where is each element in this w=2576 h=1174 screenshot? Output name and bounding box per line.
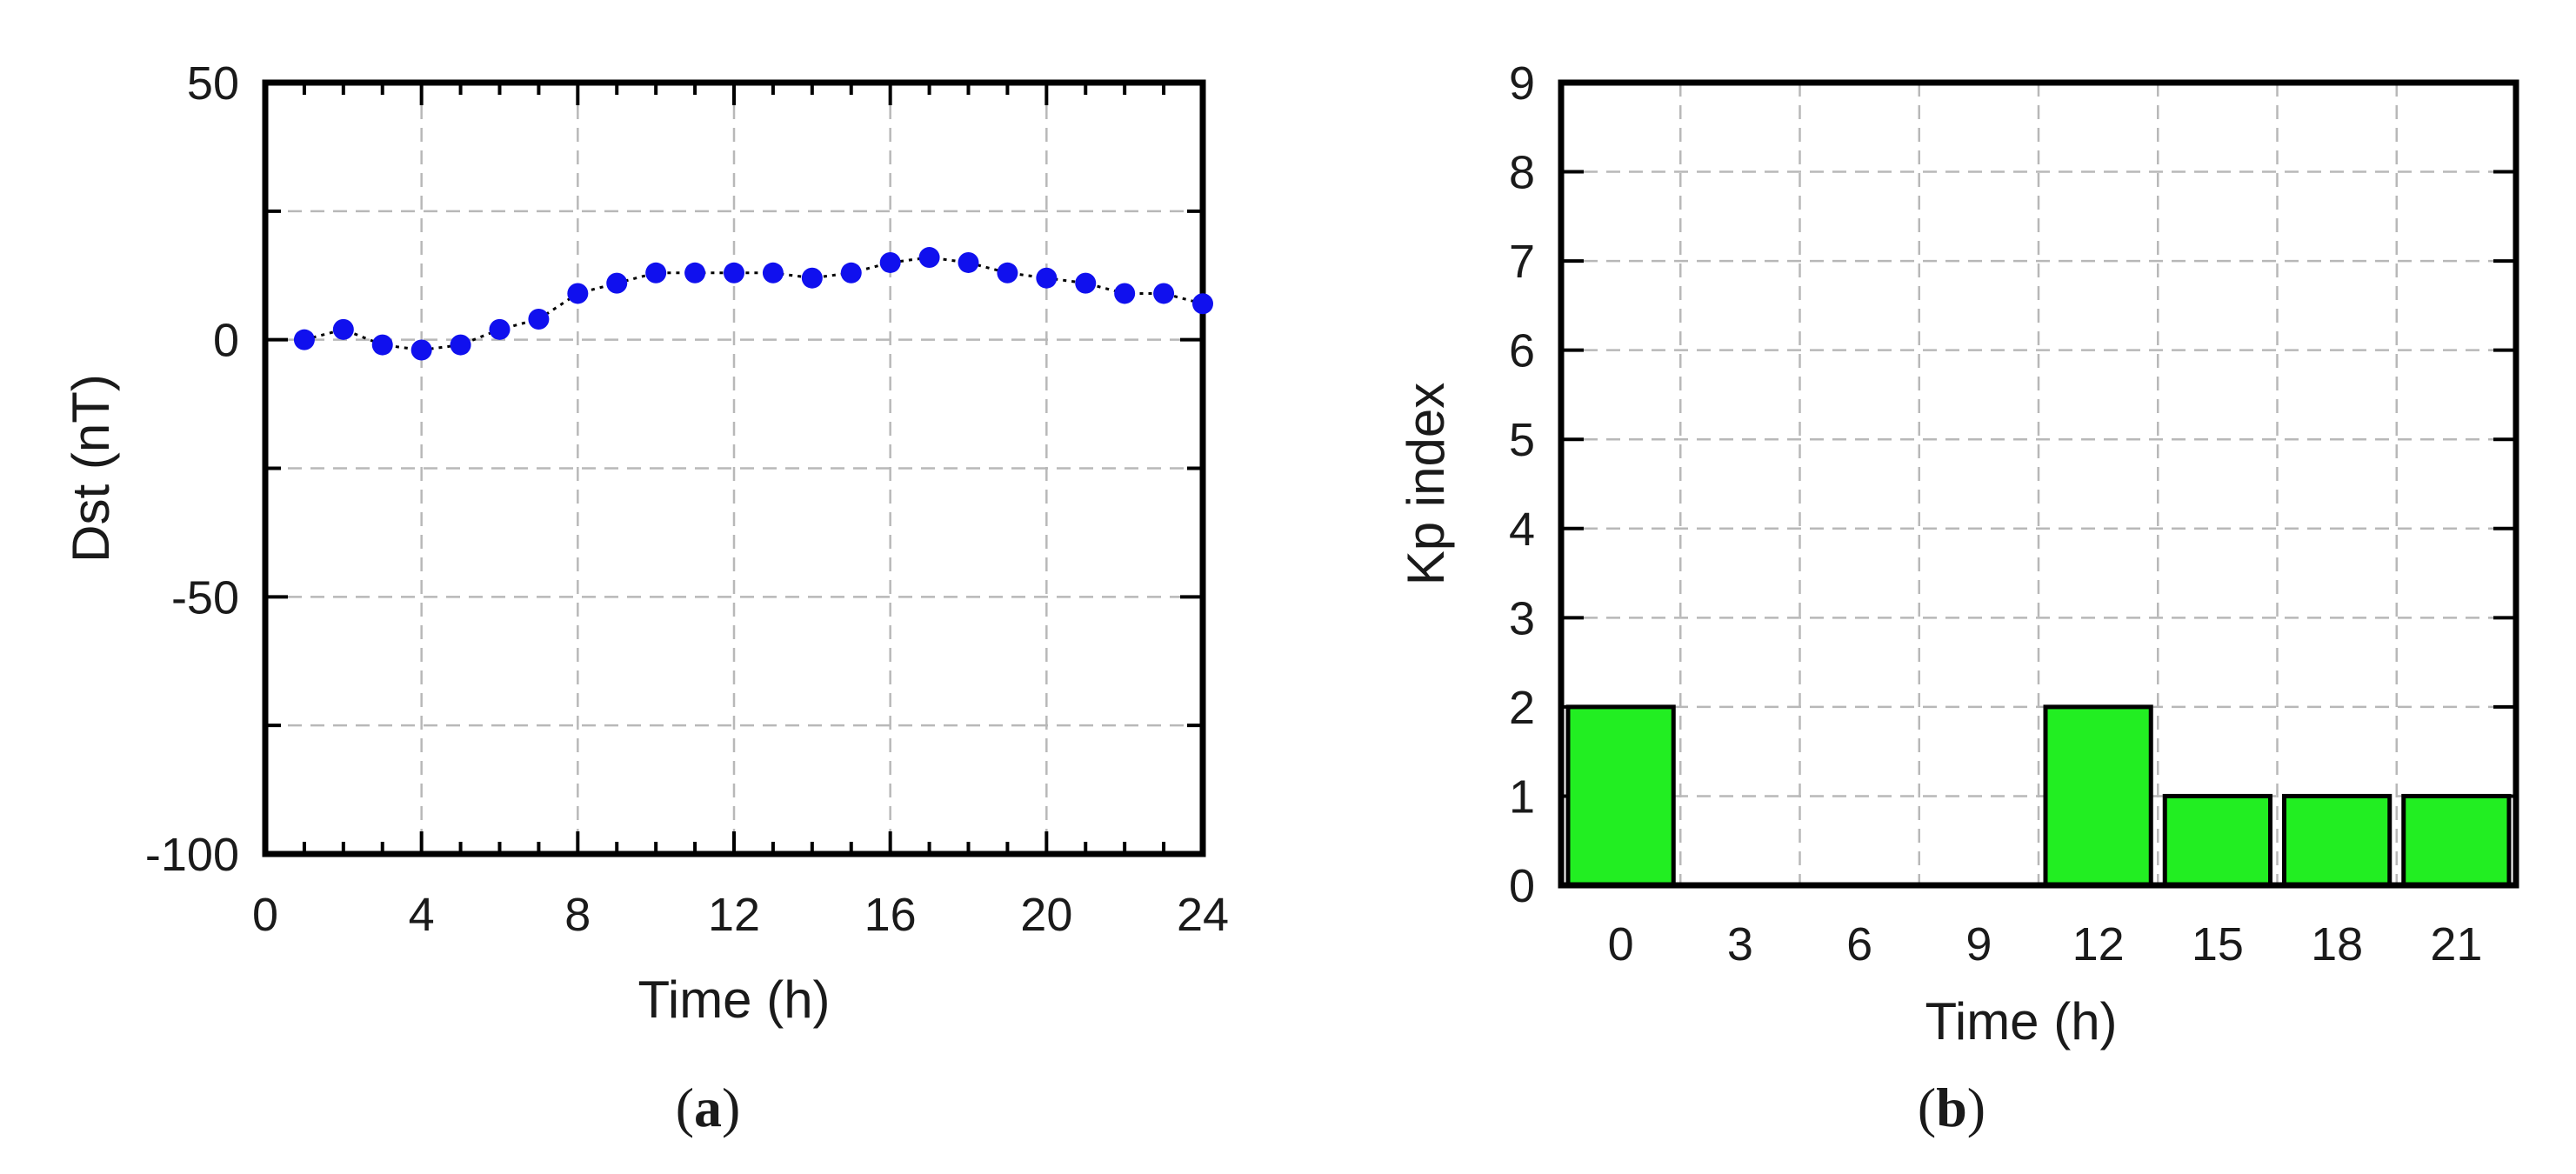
kp-y-tick-label: 2 <box>1509 682 1535 734</box>
kp-y-tick-label: 9 <box>1509 57 1535 110</box>
dst-y-tick-label: -100 <box>145 829 239 881</box>
kp-y-axis-label: Kp index <box>1397 383 1455 586</box>
kp-x-axis-label: Time (h) <box>1925 992 2117 1051</box>
dst-y-tick-labels: 50 0 -50 -100 <box>145 57 239 881</box>
kp-bar <box>2282 793 2392 888</box>
dst-point <box>528 309 550 330</box>
dst-point <box>606 272 628 294</box>
dst-point <box>410 339 432 361</box>
kp-x-tick-label: 15 <box>2192 918 2244 971</box>
kp-y-tick-label: 5 <box>1509 414 1535 466</box>
kp-y-tick-label: 1 <box>1509 770 1535 823</box>
kp-y-tick-label: 6 <box>1509 325 1535 377</box>
dst-y-tick-label: 0 <box>213 315 239 367</box>
kp-bar <box>2043 704 2153 888</box>
dst-point <box>762 262 784 283</box>
dst-point <box>1192 293 1213 315</box>
dst-point <box>293 329 315 350</box>
dst-y-tick-label: 50 <box>187 57 239 110</box>
kp-x-tick-label: 9 <box>1965 918 1992 971</box>
dst-point <box>801 267 823 289</box>
dst-plot-frame <box>262 79 1206 857</box>
dst-point <box>724 262 744 283</box>
kp-bars <box>1565 704 2512 888</box>
dst-point <box>997 262 1018 283</box>
dst-data-points <box>293 247 1213 361</box>
dst-point <box>684 262 706 283</box>
kp-y-tick-label: 3 <box>1509 592 1535 644</box>
dst-point <box>1153 283 1175 304</box>
kp-y-tick-label: 0 <box>1509 860 1535 912</box>
dst-connector-line <box>304 256 1204 352</box>
dst-gridlines <box>265 83 1203 854</box>
dst-x-tick-label: 8 <box>564 889 591 941</box>
dst-x-tick-label: 12 <box>708 889 760 941</box>
panel-b-label: (b) <box>1918 1077 1985 1138</box>
kp-bar <box>2401 793 2512 888</box>
kp-y-tick-label: 8 <box>1509 147 1535 199</box>
kp-plot-frame <box>1558 79 2519 889</box>
kp-bar <box>2162 793 2272 888</box>
dst-x-tick-label: 20 <box>1020 889 1072 941</box>
kp-x-tick-label: 12 <box>2072 918 2125 971</box>
dst-point <box>1114 283 1136 304</box>
dst-x-tick-label: 4 <box>409 889 435 941</box>
dst-x-tick-label: 0 <box>252 889 278 941</box>
dst-y-axis-label: Dst (nT) <box>62 374 120 563</box>
dst-x-tick-label: 24 <box>1177 889 1229 941</box>
dst-y-tick-label: -50 <box>171 571 239 624</box>
kp-x-tick-label: 6 <box>1846 918 1872 971</box>
dst-point <box>1036 267 1058 289</box>
kp-x-tick-label: 18 <box>2311 918 2363 971</box>
dst-point <box>645 262 667 283</box>
dst-point <box>567 283 589 304</box>
kp-y-tick-label: 4 <box>1509 504 1535 556</box>
kp-y-tick-label: 7 <box>1509 236 1535 288</box>
dst-panel: 50 0 -50 -100 0 4 8 12 16 20 24 Dst (nT) Time (h)… <box>62 57 1229 1138</box>
dst-point <box>489 318 511 340</box>
dst-x-tick-labels: 0 4 8 12 16 20 24 <box>252 889 1229 941</box>
dst-point <box>840 262 862 283</box>
dst-point <box>958 251 979 273</box>
dst-point <box>332 318 354 340</box>
dst-point <box>1075 272 1097 294</box>
kp-x-tick-label: 0 <box>1608 918 1634 971</box>
panel-a-label: (a) <box>676 1077 741 1138</box>
dst-x-tick-label: 16 <box>864 889 917 941</box>
kp-x-tick-label: 3 <box>1727 918 1753 971</box>
dst-point <box>371 334 393 356</box>
dst-point <box>879 251 901 273</box>
kp-y-tick-labels: 0 1 2 3 4 5 6 7 8 9 <box>1509 57 1535 912</box>
kp-bar <box>1565 704 1676 888</box>
dst-point <box>450 334 471 356</box>
kp-x-tick-labels: 0 3 6 9 12 15 18 21 <box>1608 918 2483 971</box>
kp-gridlines <box>1561 83 2516 885</box>
dst-x-axis-label: Time (h) <box>637 971 830 1029</box>
kp-x-tick-label: 21 <box>2430 918 2482 971</box>
dst-point <box>918 247 940 269</box>
